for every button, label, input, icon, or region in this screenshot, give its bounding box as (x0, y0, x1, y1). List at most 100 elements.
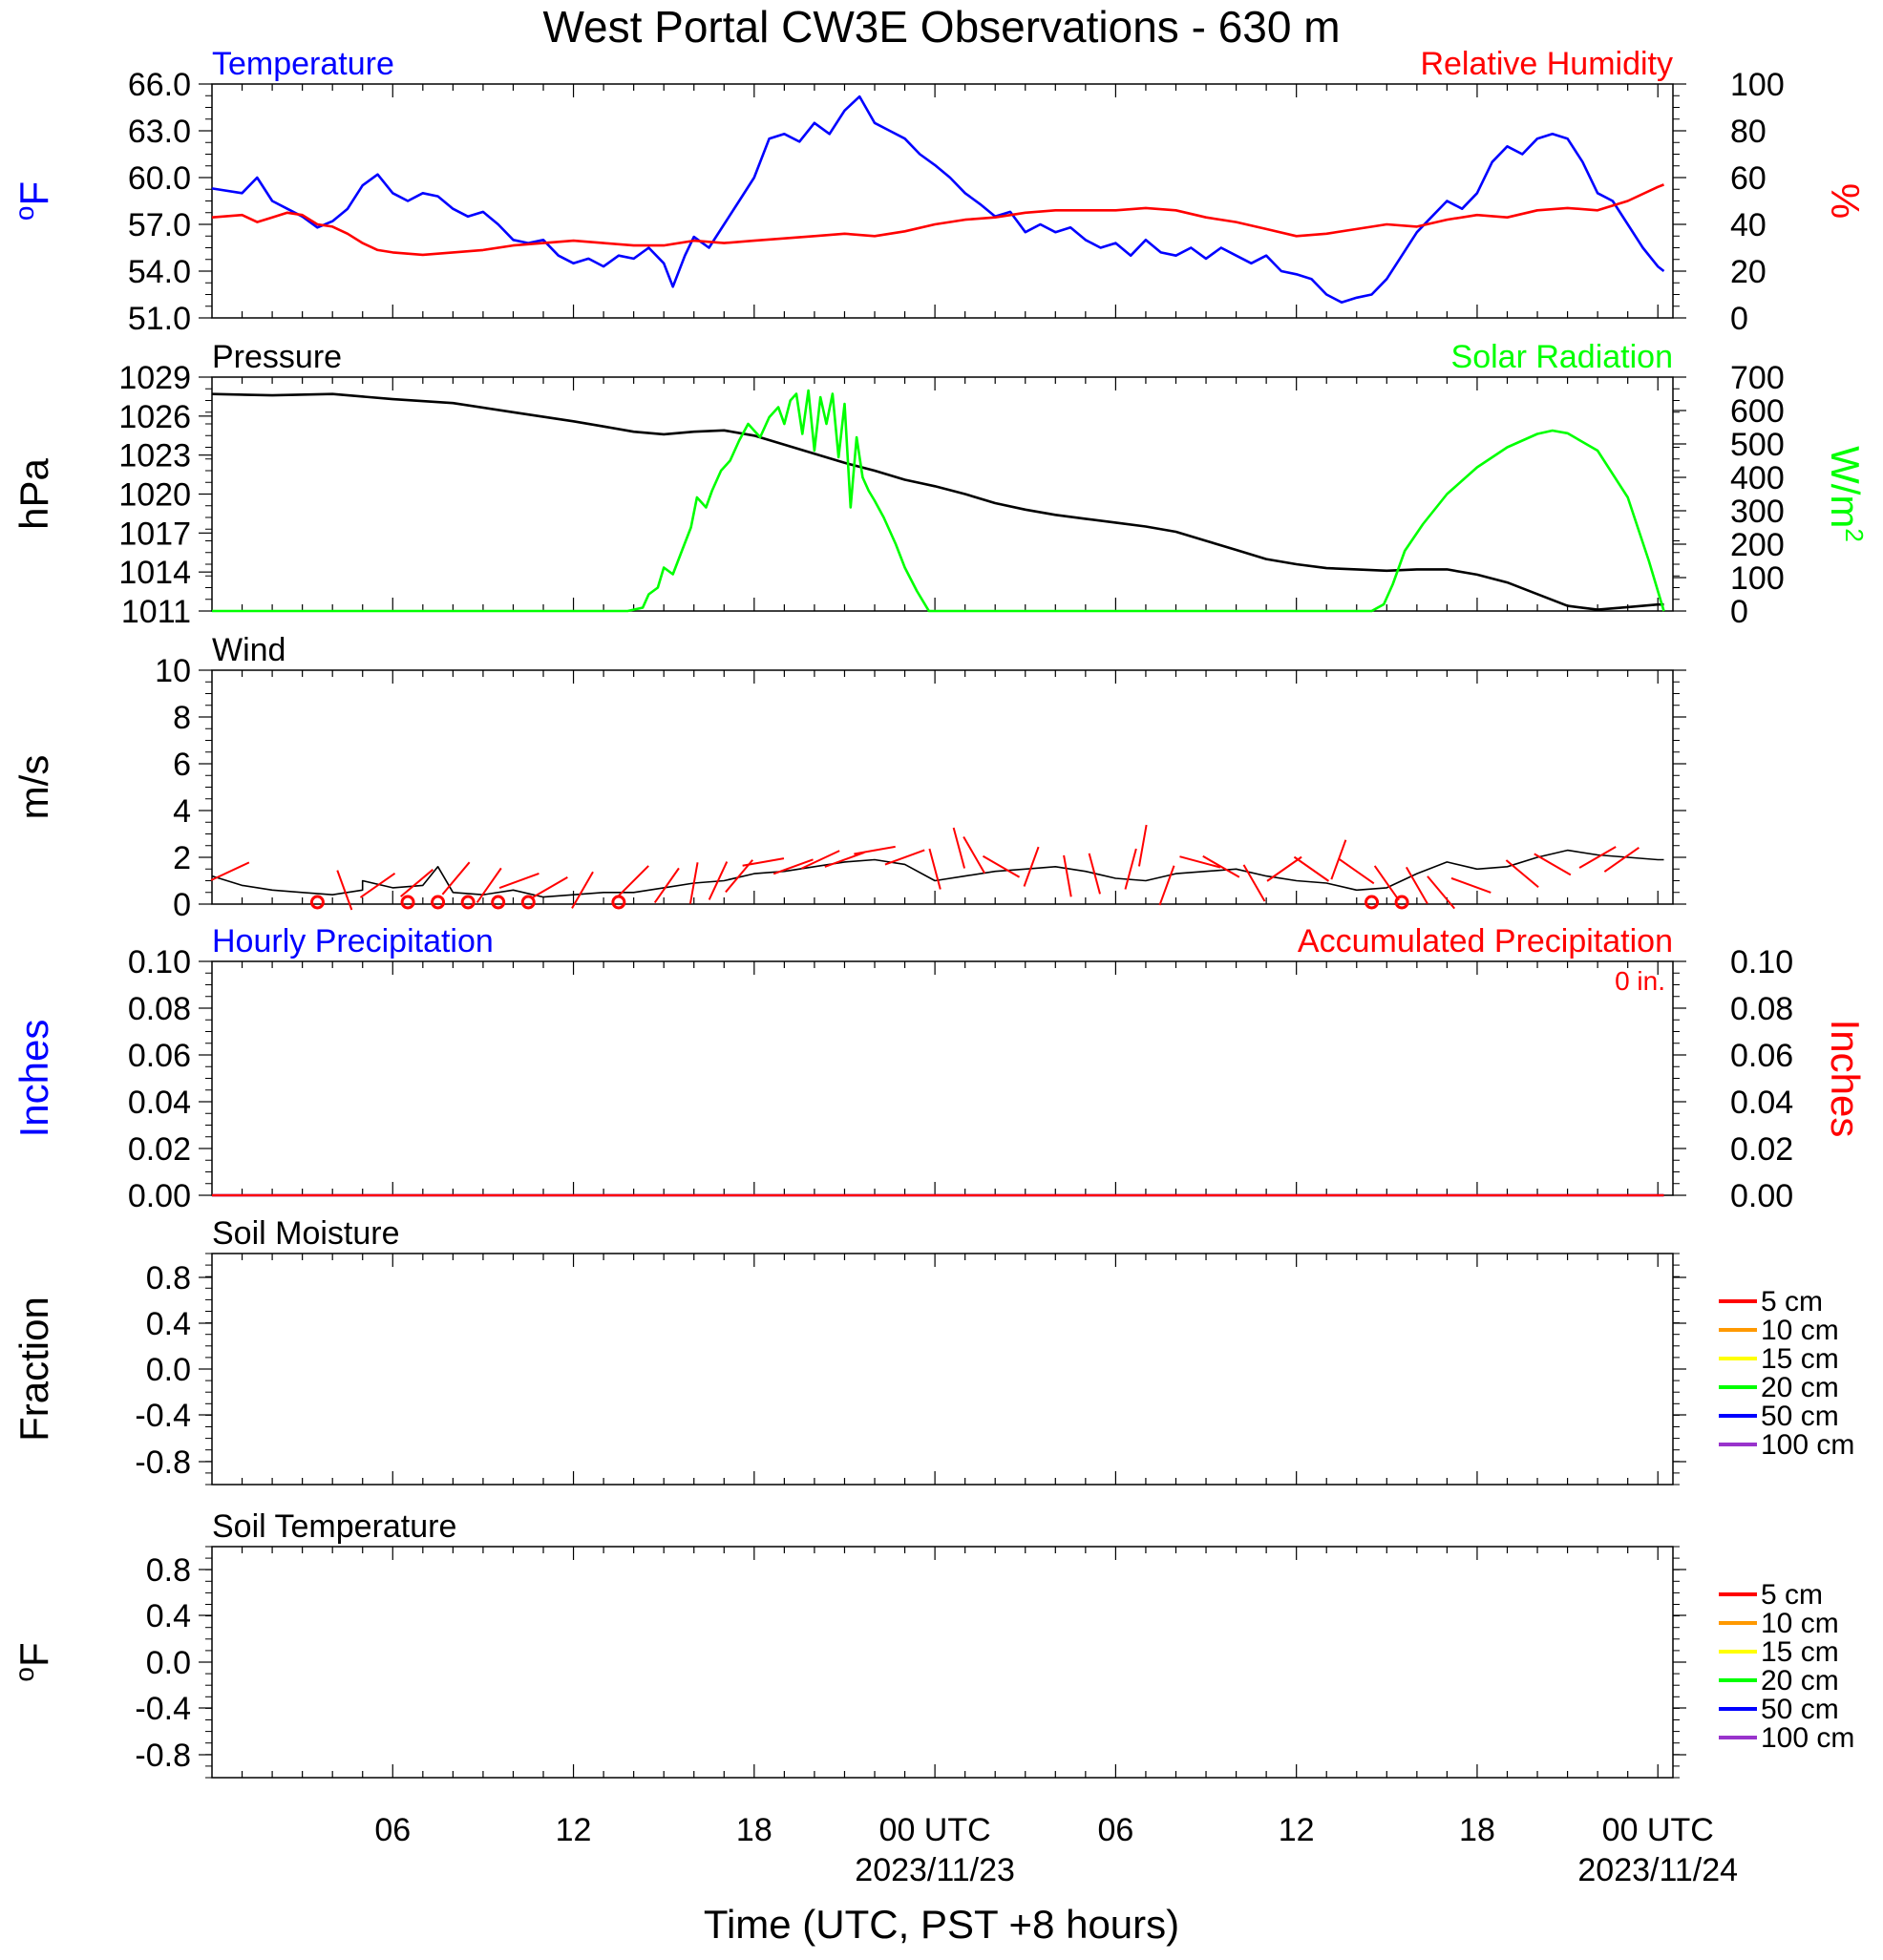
series-pressure (211, 392, 1664, 611)
y-tick-label: 60.0 (128, 160, 191, 197)
x-date-label: 2023/11/23 (855, 1852, 1015, 1888)
panel-title-left: Wind (212, 632, 286, 668)
y-tick-label-right: 0.00 (1730, 1178, 1793, 1214)
y-tick-label: 0.06 (128, 1038, 191, 1074)
wind-barb (530, 875, 568, 899)
x-tick-label: 12 (556, 1812, 592, 1848)
y-tick-label: 0.8 (146, 1552, 191, 1589)
y-tick-label-right: 500 (1730, 427, 1785, 463)
wind-barb (336, 870, 353, 911)
wind-barb (742, 857, 785, 867)
wind-barb (1373, 865, 1400, 901)
x-axis-label: Time (UTC, PST +8 hours) (704, 1902, 1179, 1947)
y-tick-label: 1029 (118, 360, 191, 396)
wind-barb (210, 861, 250, 881)
panel-title-left: Temperature (212, 46, 394, 82)
panel-precip: 0.10 0.08 0.06 0.04 0.02 0.00 0.10 0.08 0.06 0.04… (11, 923, 1868, 1214)
y-tick-label-right: 0 (1730, 301, 1748, 337)
panels: 66.063.060.057.054.051.0100806040200Temp… (10, 46, 1870, 1888)
legend-label: 15 cm (1761, 1343, 1839, 1375)
wind-barb (1405, 866, 1428, 904)
y-tick-label: 0.0 (146, 1645, 191, 1681)
x-tick-label: 00 UTC (879, 1812, 991, 1848)
wind-barb (928, 848, 942, 890)
y-tick-label-right: 100 (1730, 67, 1785, 103)
x-tick-label: 00 UTC (1602, 1812, 1714, 1848)
series-solar-radiation (212, 389, 1665, 613)
y-tick-label: -0.4 (135, 1691, 191, 1727)
wind-barb (963, 835, 985, 875)
calm-marker (1394, 895, 1409, 910)
wind-barb (618, 865, 649, 896)
y-tick-label: 1014 (118, 555, 191, 591)
x-tick-label: 06 (374, 1812, 411, 1848)
wind-barb (1242, 864, 1266, 902)
wind-barb (1266, 855, 1302, 882)
y-tick-label: 0.10 (128, 944, 191, 980)
wind-barb (1158, 865, 1175, 906)
y-tick-label-right: 0.08 (1730, 991, 1793, 1027)
calm-marker (460, 895, 476, 910)
y-tick-label-right: 0 (1730, 594, 1748, 630)
wind-barb (400, 869, 434, 897)
y-tick-label: 0.00 (128, 1178, 191, 1214)
wind-barb (688, 862, 699, 904)
y-tick-label: 1011 (121, 594, 191, 630)
wind-barb (359, 872, 396, 898)
y-tick-label-right: 100 (1730, 560, 1785, 597)
x-tick-label: 18 (736, 1812, 772, 1848)
y-tick-label: 0.04 (128, 1085, 191, 1121)
wind-barb (571, 871, 594, 909)
wind-barb (1534, 853, 1572, 876)
legend-label: 100 cm (1761, 1722, 1854, 1754)
y-tick-label-right: 0.06 (1730, 1038, 1793, 1074)
y-tick-label-right: 60 (1730, 160, 1767, 197)
legend-label: 15 cm (1761, 1636, 1839, 1668)
wind-barb (1137, 824, 1148, 867)
y-axis-label-left: m/s (11, 755, 56, 820)
calm-marker (1365, 895, 1380, 910)
wind-barb (800, 850, 840, 870)
legend-label: 50 cm (1761, 1401, 1839, 1432)
series-temperature (211, 95, 1665, 304)
panel-title-left: Pressure (212, 339, 342, 375)
panel-title-left: Soil Moisture (212, 1215, 400, 1252)
wind-barb (1339, 858, 1375, 885)
wind-barb (708, 861, 729, 900)
y-tick-label-right: 80 (1730, 114, 1767, 150)
panel-title-right: Relative Humidity (1420, 46, 1673, 82)
x-tick-label: 12 (1279, 1812, 1315, 1848)
panel-title-right: Accumulated Precipitation (1298, 923, 1673, 959)
y-tick-label: 0 (173, 887, 191, 923)
wind-barb (824, 851, 865, 868)
y-tick-label-right: 20 (1730, 254, 1767, 290)
wind-barb (1124, 848, 1137, 890)
calm-marker (611, 895, 626, 910)
panel-temp_rh: 66.0 63.0 60.0 57.0 54.0 51.0 100 80 60 40 20 0 Temp… (10, 46, 1869, 337)
y-tick-label: 6 (173, 747, 191, 783)
x-date-label: 2023/11/24 (1577, 1852, 1738, 1888)
y-tick-label: 63.0 (128, 114, 191, 150)
y-tick-label: -0.4 (135, 1398, 191, 1434)
y-tick-label: 0.4 (146, 1306, 191, 1342)
y-tick-label: -0.8 (135, 1444, 191, 1481)
y-axis-label-left: Fraction (11, 1296, 56, 1442)
y-tick-label: 1017 (118, 516, 191, 552)
y-tick-label: 0.8 (146, 1260, 191, 1296)
y-tick-label-right: 600 (1730, 393, 1785, 430)
wind-barb (498, 873, 540, 889)
y-tick-label-right: 40 (1730, 207, 1767, 243)
calm-marker (520, 895, 536, 910)
wind-barb (1505, 859, 1539, 889)
panel-soil_moisture: 0.8 0.4 0.0 -0.4 -0.8 Soil Moisture Fraction 5 … (11, 1215, 1854, 1486)
y-tick-label: 0.02 (128, 1131, 191, 1168)
wind-barb (1450, 876, 1492, 894)
wind-barb (982, 854, 1021, 878)
wind-barb (772, 858, 814, 875)
wind-barb (1063, 854, 1072, 897)
y-tick-label: 54.0 (128, 254, 191, 290)
calm-marker (431, 895, 446, 910)
wind-barb (653, 867, 680, 903)
